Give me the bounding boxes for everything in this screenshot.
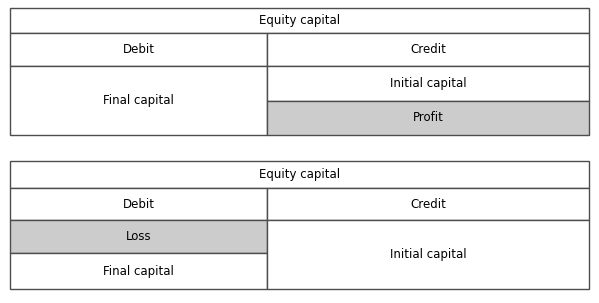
Bar (10, 188, 267, 220)
Text: Final capital: Final capital (103, 94, 174, 107)
Bar (10, 220, 267, 253)
Text: Equity capital: Equity capital (259, 14, 340, 27)
Bar (10, 161, 589, 188)
Text: Debit: Debit (122, 198, 155, 211)
Bar (267, 220, 589, 289)
Text: Equity capital: Equity capital (259, 168, 340, 181)
Bar (10, 33, 267, 66)
Text: Credit: Credit (410, 198, 446, 211)
Bar (267, 188, 589, 220)
Text: Loss: Loss (126, 230, 151, 243)
Text: Final capital: Final capital (103, 265, 174, 278)
Text: Credit: Credit (410, 43, 446, 56)
Bar (267, 101, 589, 135)
Text: Initial capital: Initial capital (389, 77, 466, 90)
Bar (10, 66, 267, 135)
Text: Initial capital: Initial capital (389, 248, 466, 261)
Text: Profit: Profit (413, 111, 443, 124)
Bar (10, 8, 589, 33)
Bar (267, 33, 589, 66)
Text: Debit: Debit (122, 43, 155, 56)
Bar (267, 66, 589, 101)
Bar (10, 253, 267, 289)
